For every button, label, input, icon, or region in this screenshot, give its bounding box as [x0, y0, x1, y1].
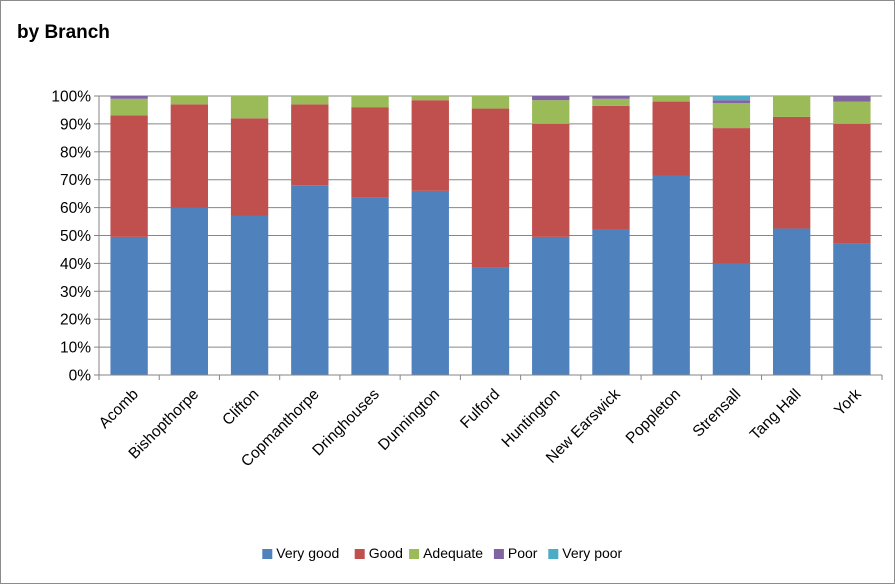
bar-good-york — [833, 123, 871, 244]
bar-good-fulford — [471, 108, 510, 268]
bar-very-poor-strensall — [712, 96, 751, 101]
x-tick-label: Poppleton — [623, 386, 684, 447]
bar-very-good-acomb — [110, 236, 148, 375]
legend-label: Very poor — [562, 545, 622, 561]
bar-adequate-bishopthorpe — [170, 96, 209, 105]
bar-adequate-dringhouses — [351, 96, 389, 108]
legend-label: Adequate — [423, 545, 483, 561]
x-tick-label: Strensall — [690, 386, 745, 441]
bar-good-bishopthorpe — [170, 104, 209, 208]
bars — [110, 96, 871, 375]
bar-very-good-new-earswick — [592, 229, 630, 375]
y-tick-label: 0% — [69, 368, 92, 385]
x-tick-label: York — [831, 386, 865, 420]
y-tick-label: 30% — [60, 284, 91, 301]
legend-label: Good — [369, 545, 403, 561]
bar-very-good-bishopthorpe — [170, 207, 209, 375]
bar-good-tang-hall — [772, 116, 811, 229]
y-tick-label: 90% — [60, 116, 91, 133]
bar-good-copmanthorpe — [291, 104, 329, 186]
bar-adequate-dunnington — [411, 96, 449, 101]
legend-swatch-good — [354, 549, 365, 559]
x-tick-label: Dunnington — [375, 386, 443, 454]
bar-adequate-new-earswick — [592, 98, 630, 106]
bar-good-new-earswick — [592, 105, 630, 230]
y-tick-label: 40% — [60, 256, 91, 273]
bar-adequate-york — [833, 101, 871, 124]
bar-adequate-fulford — [471, 96, 510, 109]
bar-good-dringhouses — [351, 107, 389, 198]
bar-poor-huntington — [532, 96, 570, 101]
bar-adequate-tang-hall — [772, 96, 811, 117]
bar-very-good-huntington — [532, 236, 570, 375]
x-tick-label: Acomb — [96, 386, 142, 432]
y-axis: 0% 10% 20% 30% 40% 50% 60% 70% 80% 90% 100% — [51, 89, 100, 385]
bar-very-good-tang-hall — [772, 228, 811, 375]
bar-good-strensall — [712, 128, 751, 264]
bar-very-good-fulford — [471, 267, 510, 375]
bar-good-poppleton — [652, 101, 690, 176]
bar-very-good-strensall — [712, 263, 751, 375]
bar-good-huntington — [532, 123, 570, 237]
bar-good-dunnington — [411, 100, 449, 191]
legend-label: Very good — [276, 545, 339, 561]
legend-swatch-poor — [493, 549, 504, 559]
y-tick-label: 60% — [60, 200, 91, 217]
bar-very-good-dunnington — [411, 190, 449, 375]
bar-very-good-clifton — [230, 215, 269, 375]
y-tick-label: 70% — [60, 172, 91, 189]
bar-adequate-copmanthorpe — [291, 96, 329, 105]
legend-label: Poor — [508, 545, 538, 561]
x-tick-label: Tang Hall — [747, 386, 805, 444]
legend-swatch-adequate — [409, 549, 420, 559]
bar-poor-new-earswick — [592, 96, 630, 99]
bar-poor-strensall — [712, 100, 751, 103]
chart-title: by Branch — [17, 22, 110, 43]
bar-adequate-huntington — [532, 100, 570, 124]
y-tick-label: 10% — [60, 340, 91, 357]
bar-good-clifton — [230, 118, 269, 216]
x-tick-label: Fulford — [457, 386, 503, 432]
legend-swatch-very-good — [262, 549, 273, 559]
y-tick-label: 50% — [60, 228, 91, 245]
x-tick-label: Huntington — [499, 386, 564, 451]
bar-poor-york — [833, 96, 871, 102]
bar-very-good-york — [833, 243, 871, 375]
legend: Very good Good Adequate Poor Very poor — [262, 545, 623, 561]
bar-very-good-dringhouses — [351, 197, 389, 375]
bar-adequate-acomb — [110, 98, 148, 116]
bar-adequate-clifton — [230, 96, 269, 119]
x-tick-label: Clifton — [219, 386, 262, 429]
bar-adequate-poppleton — [652, 96, 690, 102]
bar-adequate-strensall — [712, 102, 751, 129]
bar-very-good-poppleton — [652, 175, 690, 375]
bar-poor-acomb — [110, 96, 148, 99]
bar-good-acomb — [110, 115, 148, 237]
y-tick-label: 20% — [60, 312, 91, 329]
y-tick-label: 100% — [51, 89, 91, 106]
y-tick-label: 80% — [60, 144, 91, 161]
legend-swatch-very-poor — [548, 549, 559, 559]
bar-very-good-copmanthorpe — [291, 185, 329, 375]
